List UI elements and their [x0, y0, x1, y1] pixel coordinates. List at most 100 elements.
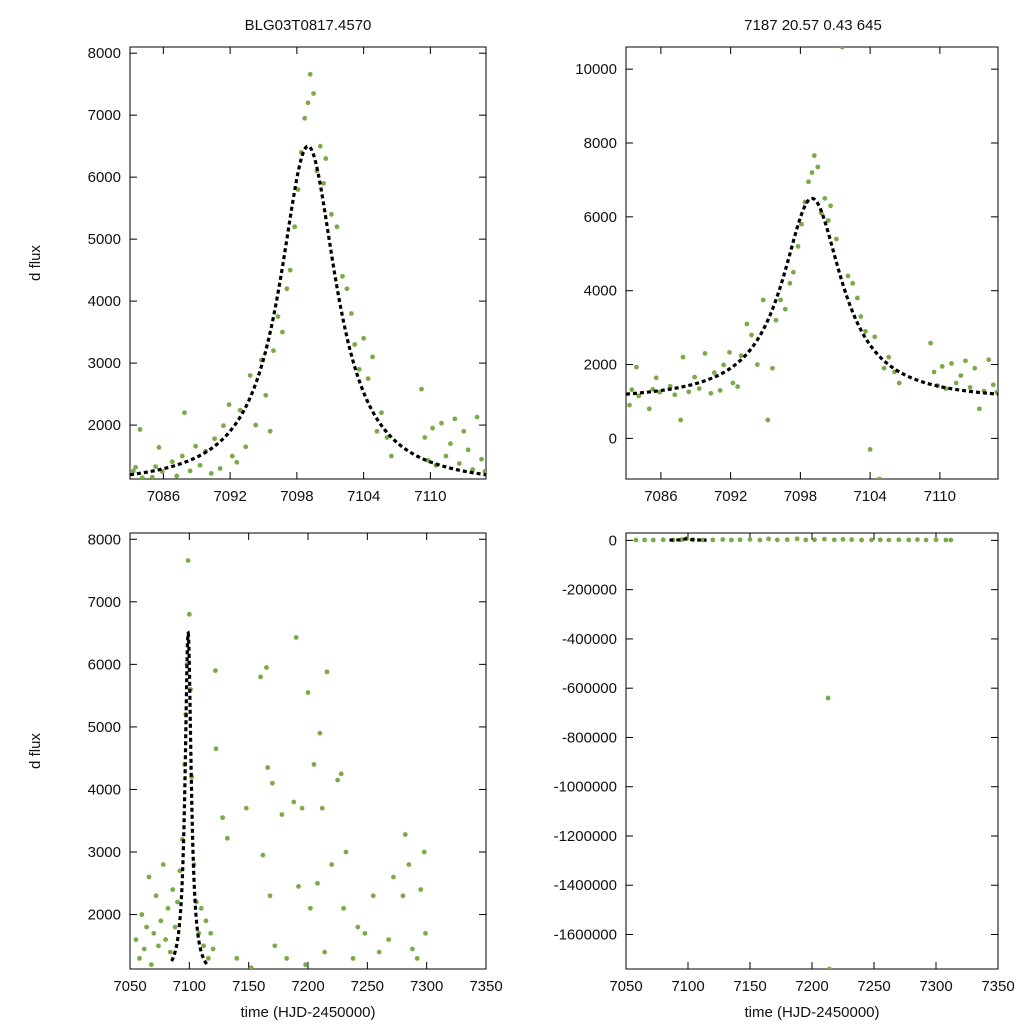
data-point	[811, 153, 817, 158]
data-point	[224, 835, 230, 841]
data-point	[977, 406, 982, 412]
y-tick-label: 6000	[88, 169, 121, 186]
data-point	[220, 815, 225, 821]
data-point	[217, 466, 223, 471]
data-point	[315, 880, 320, 886]
data-point	[845, 273, 851, 279]
data-point	[812, 537, 817, 543]
y-tick-label: 8000	[88, 531, 121, 548]
data-point	[972, 365, 978, 371]
data-point	[205, 955, 211, 961]
data-point	[738, 353, 744, 359]
data-point	[953, 380, 959, 386]
x-tick-label: 7300	[919, 978, 952, 995]
data-point	[340, 273, 345, 279]
x-tick-label: 7200	[795, 978, 828, 995]
data-point	[840, 536, 846, 542]
data-point	[208, 930, 214, 936]
x-tick-label: 7050	[609, 978, 642, 995]
data-point	[149, 474, 155, 479]
data-point	[362, 930, 368, 936]
data-point	[307, 905, 313, 911]
data-point	[799, 221, 804, 227]
data-point	[859, 537, 864, 543]
y-tick-label: 6000	[584, 209, 617, 226]
y-tick-label: 7000	[88, 107, 121, 124]
data-point	[258, 674, 263, 680]
model-fit-curve	[626, 196, 998, 396]
data-point	[295, 187, 301, 192]
data-point	[448, 441, 453, 447]
data-point	[822, 536, 827, 542]
data-point	[130, 468, 136, 474]
data-point	[872, 334, 878, 340]
data-point	[886, 354, 892, 360]
data-point	[321, 180, 326, 186]
plot-frame	[129, 46, 487, 480]
data-point	[197, 462, 203, 468]
data-point	[646, 406, 652, 412]
data-point	[212, 436, 217, 442]
data-point	[479, 456, 484, 462]
data-point	[169, 459, 175, 465]
data-point	[828, 203, 833, 209]
data-point	[153, 464, 158, 470]
data-point	[137, 955, 142, 961]
y-tick-label: 0	[609, 430, 617, 447]
plot-frame	[625, 532, 999, 970]
data-point	[379, 410, 384, 416]
data-point	[248, 965, 254, 969]
data-point	[267, 893, 273, 899]
data-point	[672, 392, 678, 398]
data-point	[990, 382, 996, 388]
data-point	[229, 453, 235, 459]
data-point	[717, 387, 723, 393]
data-point	[389, 453, 394, 459]
data-point	[279, 812, 285, 817]
data-point	[869, 537, 874, 543]
data-point	[994, 389, 998, 395]
data-point	[141, 946, 147, 952]
data-point	[967, 385, 973, 390]
data-point	[213, 746, 219, 752]
data-point	[137, 427, 143, 432]
data-point	[642, 537, 647, 543]
data-point	[948, 537, 954, 543]
data-point	[737, 537, 743, 543]
data-point	[858, 314, 864, 319]
data-point	[158, 918, 164, 924]
data-point	[443, 453, 449, 459]
data-point	[167, 949, 173, 955]
data-point	[302, 115, 308, 121]
data-point	[678, 417, 684, 423]
data-point	[650, 537, 656, 543]
data-point	[915, 537, 920, 543]
data-point	[760, 297, 766, 303]
data-point	[747, 537, 753, 542]
y-tick-label: 8000	[88, 45, 121, 62]
data-point	[943, 537, 949, 543]
data-point	[795, 243, 801, 249]
data-point	[881, 365, 887, 371]
data-point	[708, 390, 714, 396]
data-point	[773, 317, 779, 323]
data-point	[210, 946, 216, 952]
data-point	[765, 417, 771, 423]
data-point	[133, 464, 138, 470]
plot-frame	[129, 532, 487, 970]
data-point	[456, 461, 462, 466]
data-point	[766, 536, 771, 542]
data-point	[729, 537, 734, 543]
data-point	[133, 937, 139, 942]
data-point	[653, 375, 659, 381]
model-fit-curve	[669, 537, 707, 542]
data-point	[474, 414, 480, 420]
data-point	[234, 459, 240, 465]
data-point	[263, 392, 269, 398]
data-point	[634, 364, 639, 370]
data-point	[825, 695, 831, 701]
data-point	[809, 170, 815, 175]
x-tick-label: 7150	[232, 978, 265, 995]
y-axis-label: d flux	[27, 245, 44, 281]
data-point	[253, 422, 259, 428]
